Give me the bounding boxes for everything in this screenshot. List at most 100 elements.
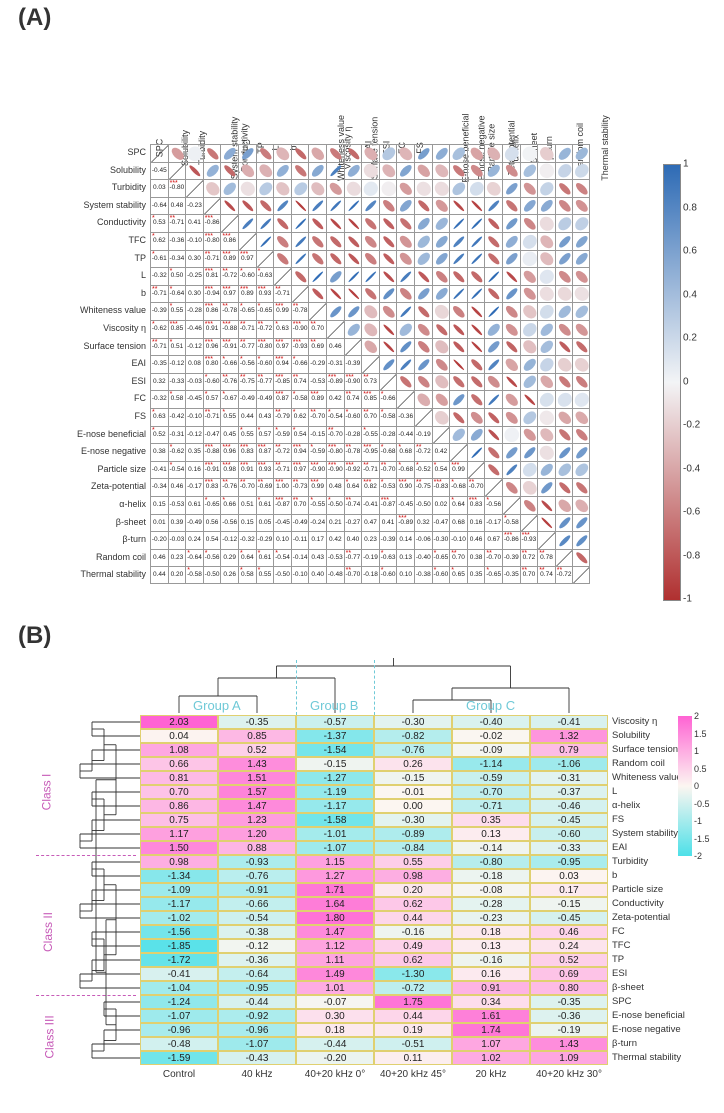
corr-cell (238, 232, 256, 250)
corr-cell: *0.58 (238, 566, 256, 584)
corr-cell (361, 144, 379, 162)
corr-cell: *-0.54 (273, 549, 291, 567)
heat-cell: -0.96 (218, 1023, 296, 1037)
corr-row-label: Random coil (60, 552, 146, 562)
heat-cell: -0.36 (218, 953, 296, 967)
corr-cell: **0.72 (520, 549, 538, 567)
corr-cell: 0.42 (326, 531, 344, 549)
heat-cell: 0.13 (452, 939, 530, 953)
corr-cell (555, 250, 573, 268)
corr-value: -0.24 (310, 520, 325, 527)
corr-cell (414, 373, 432, 391)
corr-cell (308, 214, 326, 232)
corr-value: 0.61 (259, 502, 272, 509)
corr-cell (432, 302, 450, 320)
corr-cell: -0.45 (273, 514, 291, 532)
corr-value: 0.14 (399, 537, 412, 544)
corr-value: -0.39 (152, 308, 167, 315)
corr-cell: *-0.66 (220, 355, 238, 373)
corr-cell (520, 496, 538, 514)
corr-cell: *0.52 (150, 426, 168, 444)
corr-cell (572, 461, 590, 479)
corr-value: 0.54 (435, 467, 448, 474)
heat-cell: 1.75 (374, 995, 452, 1009)
corr-cell (361, 250, 379, 268)
heat-cell: -0.36 (530, 1009, 608, 1023)
corr-value: -0.49 (240, 396, 255, 403)
corr-cell: -0.10 (185, 232, 203, 250)
corr-col-label: Thermal stability (600, 115, 610, 181)
heat-col-label: 20 kHz (475, 1069, 506, 1080)
colorbar-tick: -0.4 (683, 463, 700, 474)
corr-cell: -0.19 (361, 549, 379, 567)
corr-cell (555, 179, 573, 197)
corr-cell (520, 514, 538, 532)
corr-cell: 0.56 (203, 514, 221, 532)
corr-cell (203, 144, 221, 162)
corr-value: -0.46 (187, 326, 202, 333)
corr-cell: *-0.62 (168, 443, 186, 461)
heat-cell: 1.02 (452, 1051, 530, 1065)
corr-cell (326, 179, 344, 197)
corr-cell (449, 390, 467, 408)
corr-cell (414, 162, 432, 180)
corr-cell: *0.65 (449, 566, 467, 584)
heat-cell: -0.07 (296, 995, 374, 1009)
corr-cell (361, 162, 379, 180)
corr-value: -0.17 (187, 484, 202, 491)
corr-cell (308, 285, 326, 303)
corr-cell (537, 426, 555, 444)
corr-cell (238, 144, 256, 162)
corr-cell (484, 426, 502, 444)
corr-cell (555, 390, 573, 408)
corr-value: -0.32 (240, 537, 255, 544)
corr-cell: **-0.72 (555, 566, 573, 584)
corr-cell (520, 179, 538, 197)
corr-cell: 0.46 (467, 531, 485, 549)
group-label: Group A (193, 698, 241, 713)
group-separator (296, 660, 297, 715)
corr-cell: -0.03 (185, 373, 203, 391)
corr-value: -0.49 (187, 520, 202, 527)
heat-cell: -0.51 (374, 1037, 452, 1051)
heat-cell: 1.09 (530, 1051, 608, 1065)
corr-cell: -0.14 (291, 549, 309, 567)
corr-cell: *-0.66 (379, 390, 397, 408)
corr-value: 0.46 (329, 344, 342, 351)
corr-cell (273, 162, 291, 180)
corr-cell (361, 179, 379, 197)
heat-cell: -0.91 (218, 883, 296, 897)
heat-cell: 0.03 (530, 869, 608, 883)
corr-cell: ***-0.80 (203, 232, 221, 250)
corr-cell: ***0.91 (238, 461, 256, 479)
heat-cell: 1.32 (530, 729, 608, 743)
corr-cell: -0.31 (168, 426, 186, 444)
heat-cell: -1.58 (296, 813, 374, 827)
corr-cell (379, 320, 397, 338)
corr-row-label: ESI (60, 376, 146, 386)
corr-value: 0.44 (153, 572, 166, 579)
corr-cell (344, 267, 362, 285)
corr-cell (502, 232, 520, 250)
corr-cell (520, 478, 538, 496)
corr-value: -0.35 (152, 361, 167, 368)
corr-cell (467, 408, 485, 426)
heat-cell: -0.84 (374, 841, 452, 855)
corr-cell (379, 162, 397, 180)
corr-cell (555, 373, 573, 391)
corr-cell (502, 302, 520, 320)
corr-value: 0.54 (206, 537, 219, 544)
corr-cell: -0.23 (185, 197, 203, 215)
corr-cell: ***0.89 (238, 285, 256, 303)
corr-cell: 0.54 (203, 531, 221, 549)
corr-cell (379, 250, 397, 268)
corr-cell: ***0.93 (256, 461, 274, 479)
corr-value: -0.33 (169, 379, 184, 386)
corr-cell: **-0.75 (414, 478, 432, 496)
corr-cell: *-0.67 (220, 390, 238, 408)
heatmap-colorbar-tick: -0.5 (694, 799, 710, 809)
corr-cell: ***0.87 (256, 443, 274, 461)
corr-cell: *-0.64 (168, 285, 186, 303)
corr-cell: -0.28 (185, 302, 203, 320)
corr-cell: *-0.53 (379, 478, 397, 496)
